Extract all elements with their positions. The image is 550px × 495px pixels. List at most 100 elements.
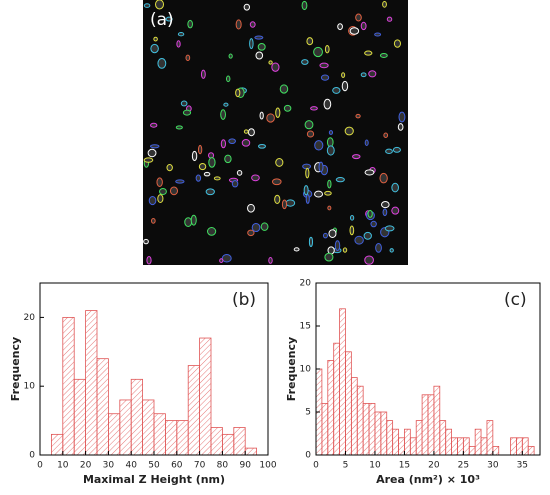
bar: [176, 420, 189, 456]
x-axis-label: Area (nm²) × 10³: [376, 473, 480, 486]
bar: [445, 428, 452, 456]
particle: [391, 206, 400, 215]
y-tick-label: 20: [300, 279, 312, 289]
bar: [51, 433, 64, 456]
x-tick-label: 80: [217, 461, 229, 471]
bar: [321, 402, 329, 456]
bar: [433, 385, 441, 456]
bar: [380, 411, 388, 456]
particle: [157, 194, 164, 204]
particle: [306, 130, 315, 138]
particle: [206, 227, 217, 236]
bar: [339, 308, 346, 456]
particle: [301, 0, 308, 11]
panel-label: (a): [150, 10, 174, 30]
particle: [187, 19, 193, 29]
particle: [249, 38, 254, 50]
particle: [349, 27, 360, 35]
bar: [462, 437, 470, 456]
particle: [231, 180, 239, 188]
particle: [324, 45, 330, 54]
particle: [176, 40, 181, 48]
particle: [182, 109, 192, 116]
particle: [281, 199, 288, 210]
particle: [375, 242, 382, 253]
particle: [349, 215, 355, 221]
particle: [313, 46, 323, 58]
bar: [130, 378, 143, 456]
y-tick-label: 10: [24, 382, 36, 392]
particle: [221, 254, 232, 263]
particle: [283, 104, 292, 112]
particle: [322, 232, 328, 239]
particle: [368, 70, 377, 78]
particle: [337, 23, 343, 31]
particle: [305, 167, 310, 179]
x-axis-label: Maximal Z Height (nm): [83, 473, 225, 486]
particle: [304, 120, 314, 130]
particle: [268, 256, 273, 264]
particle: [320, 74, 330, 81]
bar: [210, 427, 223, 456]
y-axis-label: Frequency: [285, 337, 298, 401]
particle: [175, 179, 185, 184]
particle: [354, 235, 364, 245]
bar: [439, 420, 447, 456]
particle: [235, 19, 242, 30]
x-tick-label: 60: [171, 461, 183, 471]
bar: [374, 411, 382, 456]
particle: [266, 113, 275, 123]
x-tick-label: 10: [369, 461, 381, 471]
particle: [370, 220, 377, 228]
particle: [384, 225, 395, 232]
particle: [314, 140, 324, 151]
particle: [327, 205, 332, 211]
particle: [146, 256, 152, 265]
particle: [249, 21, 256, 28]
particle: [293, 247, 300, 252]
bar: [398, 437, 405, 456]
particle: [235, 88, 241, 98]
particle: [268, 60, 273, 65]
particle: [223, 102, 229, 107]
bar: [457, 437, 464, 456]
particle: [247, 128, 255, 137]
particle: [169, 186, 179, 196]
x-tick-label: 100: [259, 461, 276, 471]
particle: [334, 240, 341, 251]
bar: [451, 437, 458, 456]
bar: [404, 428, 411, 456]
particle: [285, 199, 296, 207]
x-tick-label: 40: [125, 461, 137, 471]
particle: [314, 190, 324, 198]
x-tick-label: 0: [313, 461, 319, 471]
particles: [143, 0, 406, 265]
particle: [367, 209, 373, 218]
bar: [244, 447, 257, 456]
particle: [149, 144, 160, 149]
bar: [199, 337, 212, 456]
particle: [271, 62, 280, 72]
y-axis-label: Frequency: [9, 337, 22, 401]
particle: [335, 177, 345, 183]
particle: [301, 59, 309, 65]
bar: [468, 445, 476, 456]
x-tick-label: 30: [487, 461, 499, 471]
particle: [219, 258, 224, 264]
bar: [427, 394, 435, 456]
particle: [379, 53, 388, 58]
particle: [225, 75, 231, 83]
x-tick-label: 35: [517, 461, 528, 471]
particle: [251, 222, 261, 233]
particle: [228, 53, 233, 59]
particle: [360, 21, 367, 31]
particle: [251, 174, 260, 182]
bar: [480, 437, 488, 456]
particle: [364, 255, 374, 265]
bar: [119, 399, 132, 456]
particle: [341, 72, 346, 78]
bar: [492, 445, 500, 456]
particle: [198, 163, 207, 171]
particle: [275, 158, 284, 167]
bar: [153, 413, 166, 456]
